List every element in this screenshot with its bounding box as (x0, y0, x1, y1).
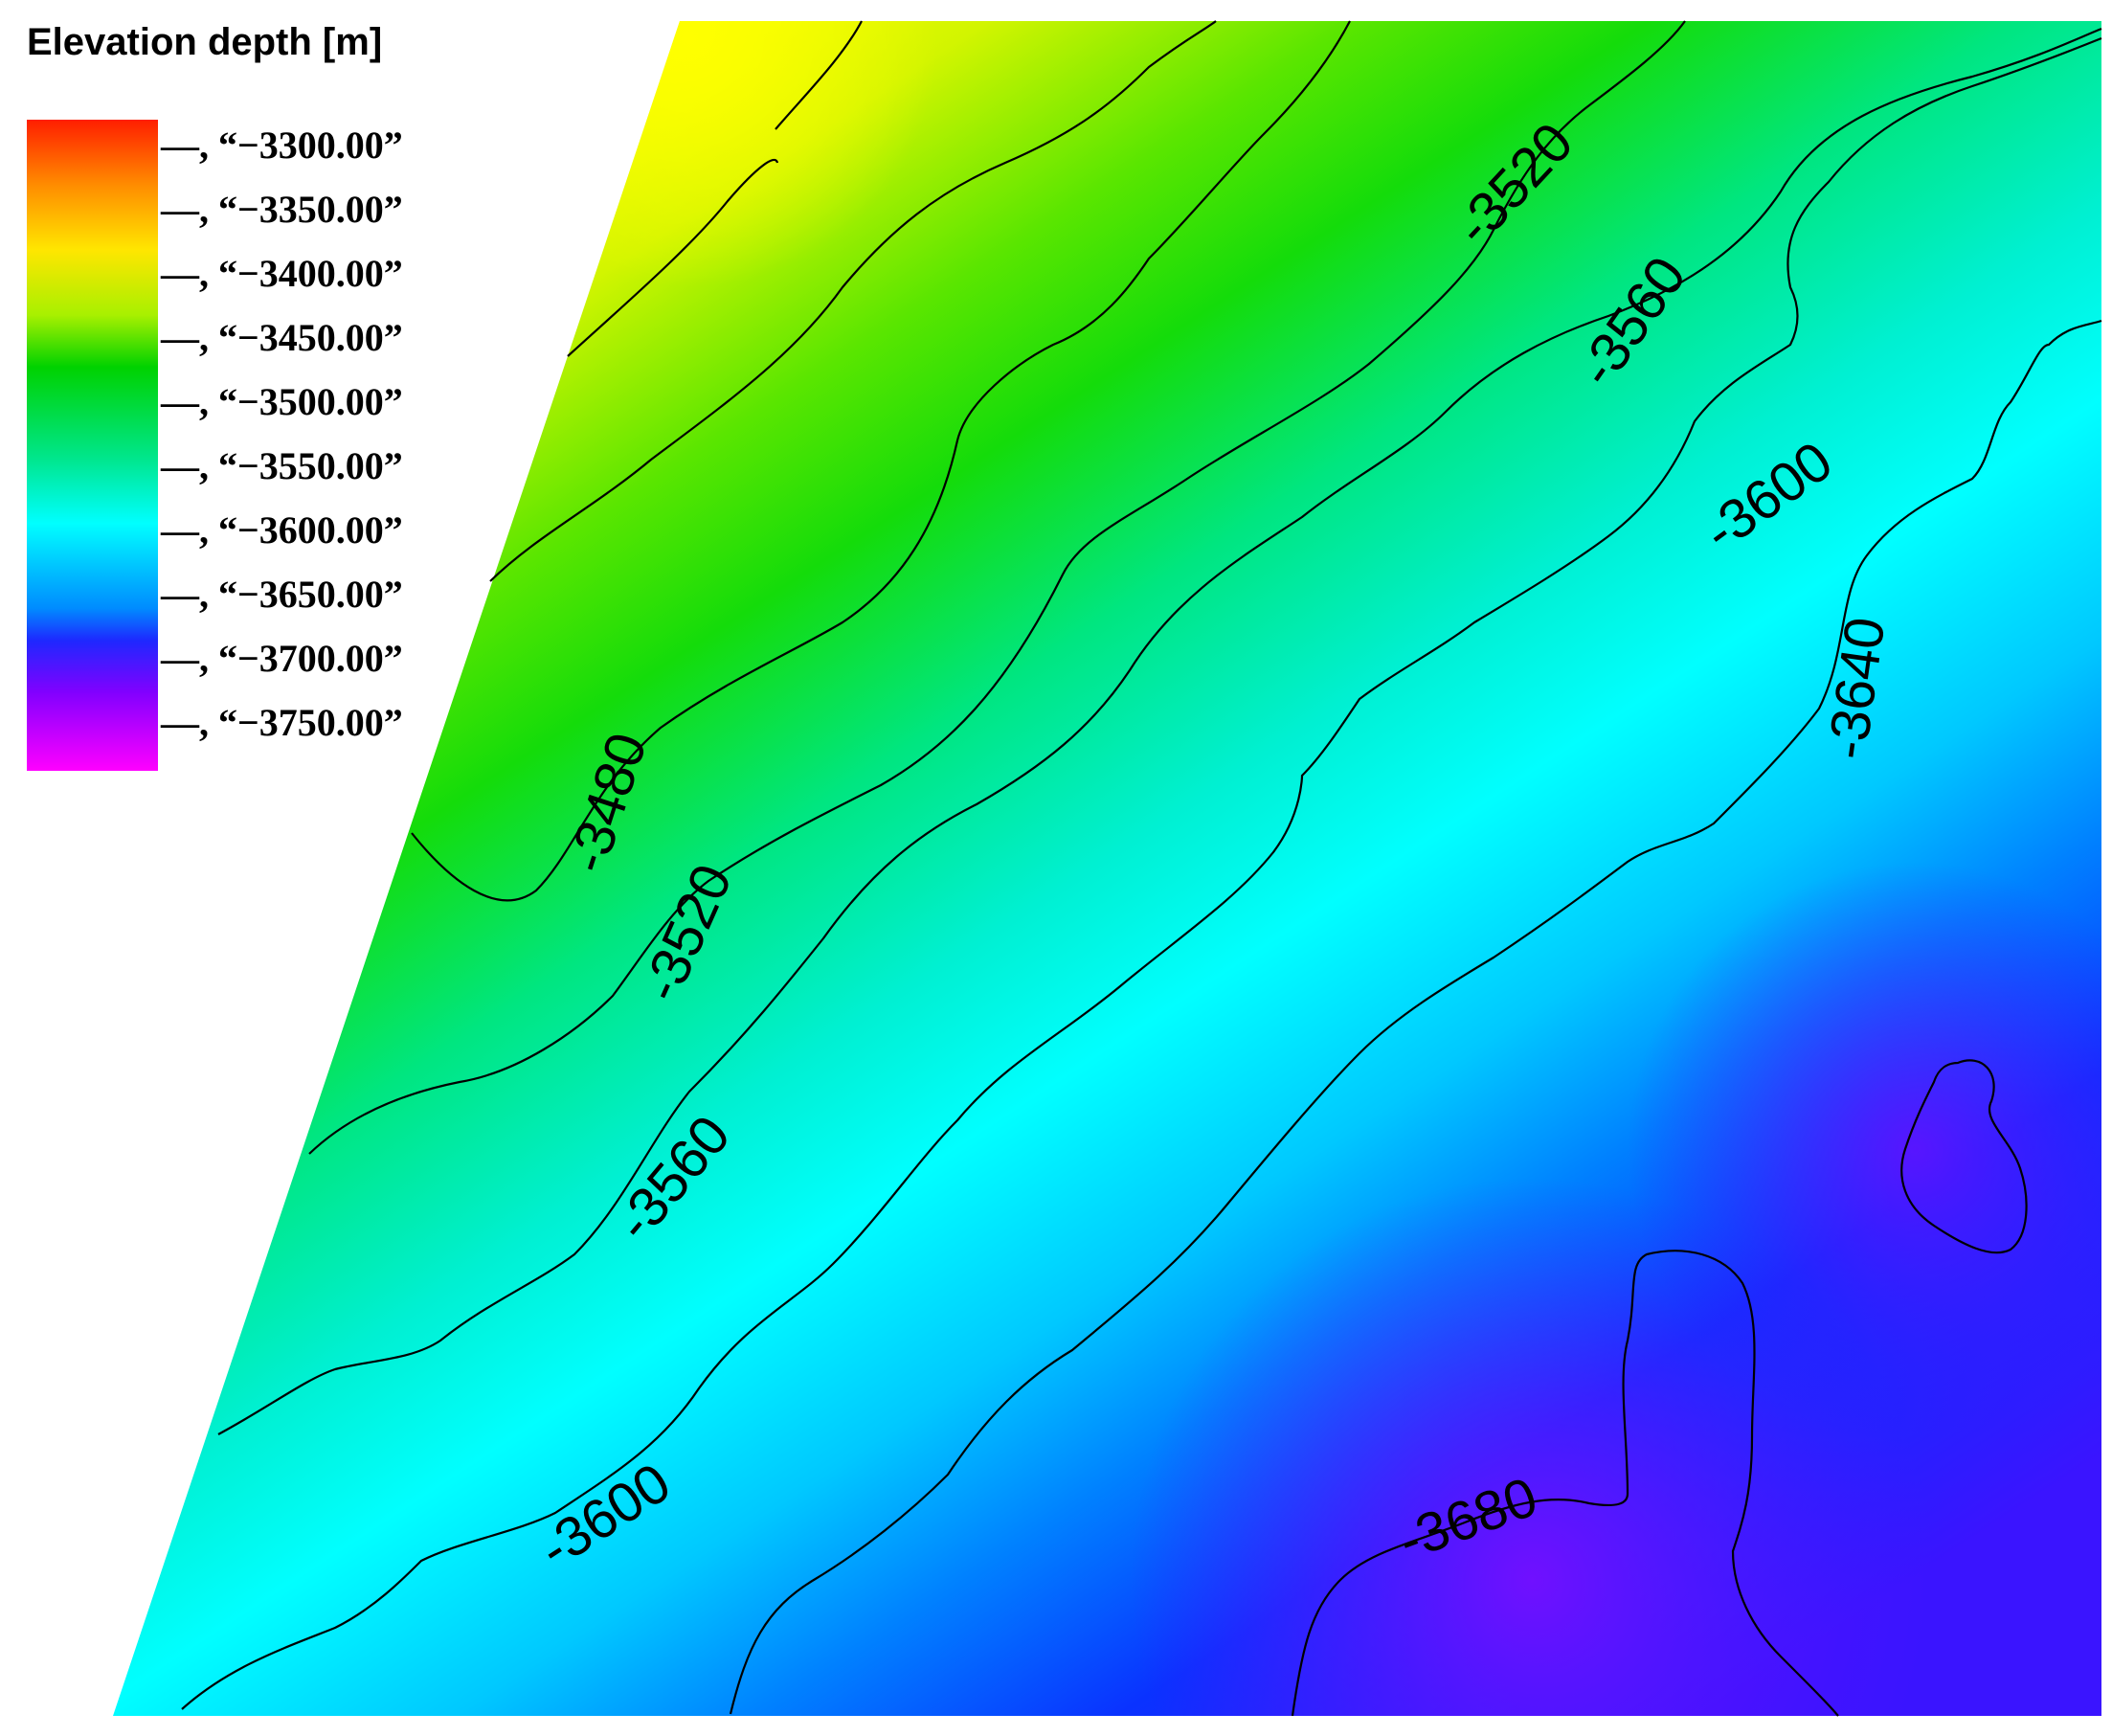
contour-line (775, 20, 863, 130)
contour-line (181, 36, 2102, 1710)
contour-line (567, 158, 779, 357)
legend-tick: —, “−3550.00” (161, 447, 403, 485)
legend-tick: —, “−3350.00” (161, 191, 403, 229)
legend: Elevation depth [m] —, “−3300.00” —, “−3… (27, 21, 403, 771)
contour-line (217, 27, 2102, 1435)
legend-tick: —, “−3650.00” (161, 575, 403, 614)
legend-tick: —, “−3750.00” (161, 704, 403, 742)
legend-tick: —, “−3400.00” (161, 255, 403, 293)
legend-tick-label: —, “−3550.00” (161, 444, 403, 487)
legend-tick-label: —, “−3700.00” (161, 637, 403, 680)
legend-tick: —, “−3300.00” (161, 126, 403, 165)
contour-line (411, 20, 1351, 902)
legend-tick: —, “−3700.00” (161, 640, 403, 678)
legend-tick-label: —, “−3750.00” (161, 701, 403, 744)
legend-tick: —, “−3500.00” (161, 383, 403, 421)
legend-tick: —, “−3600.00” (161, 511, 403, 550)
contour-line (1291, 1250, 1839, 1717)
contour-lines (181, 20, 2102, 1717)
legend-tick-label: —, “−3350.00” (161, 188, 403, 231)
legend-tick-label: —, “−3500.00” (161, 380, 403, 423)
contour-line (729, 319, 2102, 1715)
legend-tick-label: —, “−3600.00” (161, 508, 403, 552)
high-area-shading (113, 21, 2101, 1716)
legend-tick-label: —, “−3650.00” (161, 573, 403, 616)
contour-line (308, 20, 1686, 1155)
legend-color-bar (27, 120, 158, 771)
legend-tick: —, “−3450.00” (161, 319, 403, 357)
legend-title: Elevation depth [m] (27, 21, 383, 63)
legend-tick-label: —, “−3450.00” (161, 316, 403, 359)
legend-tick-label: —, “−3400.00” (161, 252, 403, 295)
contour-line (1900, 1059, 2028, 1254)
legend-tick-label: —, “−3300.00” (161, 124, 403, 167)
contour-line (489, 20, 1217, 582)
